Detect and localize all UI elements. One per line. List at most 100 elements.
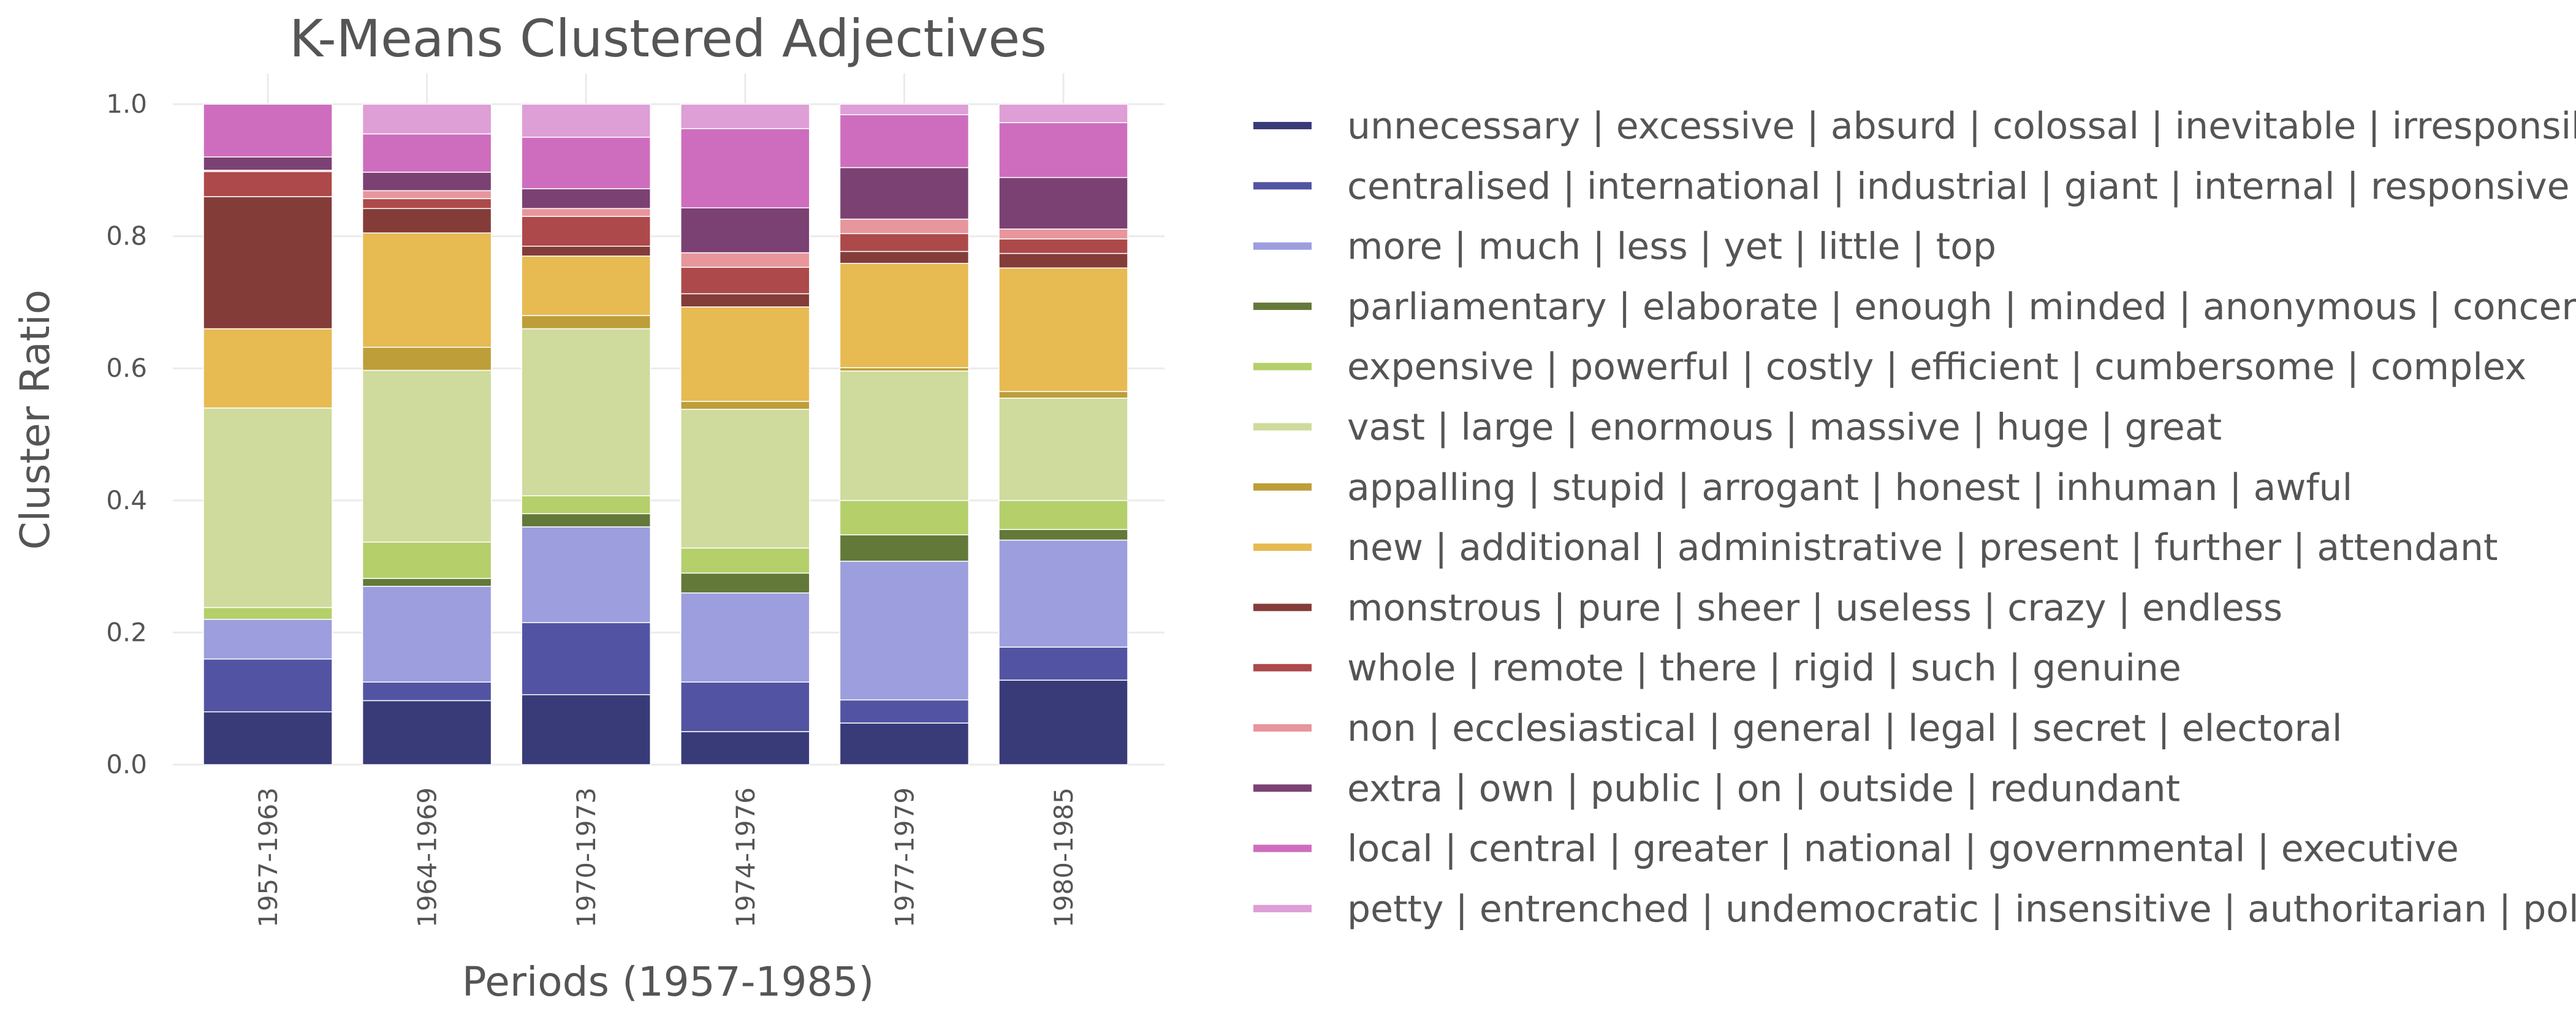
y-axis-label: Cluster Ratio	[12, 290, 59, 550]
bar-segment	[998, 529, 1128, 541]
x-axis-label: Periods (1957-1985)	[462, 958, 874, 1005]
bar-segment	[998, 391, 1128, 399]
bar-segment	[521, 255, 651, 316]
bar-segment	[362, 208, 492, 233]
bar-segment	[521, 246, 651, 257]
bar-segment	[203, 196, 333, 330]
bar-segment	[362, 369, 492, 543]
bar-segment	[521, 513, 651, 528]
bar-segment	[998, 238, 1128, 254]
bar-segment	[362, 104, 492, 135]
bar-segment	[680, 409, 810, 549]
bar-segment	[521, 495, 651, 515]
legend-entry: appalling | stupid | arrogant | honest |…	[1347, 466, 2352, 509]
legend-entry: unnecessary | excessive | absurd | colos…	[1347, 105, 2576, 148]
bar-segment	[362, 578, 492, 587]
legend-entry: more | much | less | yet | little | top	[1347, 225, 1996, 268]
bar-segment	[521, 315, 651, 330]
bar-segment	[203, 619, 333, 660]
bar-segment	[680, 592, 810, 683]
y-tick-label: 0.0	[106, 749, 147, 779]
bar-segment	[680, 547, 810, 574]
bar-segment	[362, 133, 492, 173]
bar-segment	[203, 658, 333, 713]
x-axis-ticks: 1957-1963 1964-1969 1970-1973 1974-1976 1977…	[253, 787, 1079, 928]
y-tick-label: 0.8	[106, 221, 147, 251]
bar-segment	[521, 188, 651, 210]
bar-segment	[521, 328, 651, 497]
bar-segment	[521, 526, 651, 623]
legend-entry: whole | remote | there | rigid | such | …	[1347, 647, 2181, 690]
bar-segment	[203, 407, 333, 608]
bar-segment	[998, 122, 1128, 178]
y-axis-ticks: 0.0 0.2 0.4 0.6 0.8 1.0	[106, 89, 147, 779]
bar-segment	[998, 397, 1128, 501]
bar-segment	[839, 263, 970, 368]
bar-segment	[680, 572, 810, 594]
bar-segment	[362, 190, 492, 199]
bar-segment	[362, 681, 492, 702]
legend-entry: local | central | greater | national | g…	[1347, 828, 2459, 871]
bar-segment	[839, 104, 970, 115]
bar-segment	[203, 328, 333, 409]
bar-segment	[680, 267, 810, 295]
legend-entry: centralised | international | industrial…	[1347, 165, 2570, 208]
bar-segment	[839, 722, 970, 765]
x-tick-label: 1980-1985	[1049, 787, 1079, 928]
bar-segment	[362, 346, 492, 371]
bar-segment	[680, 681, 810, 732]
legend-entry: monstrous | pure | sheer | useless | cra…	[1347, 586, 2282, 629]
x-tick-label: 1977-1979	[889, 787, 919, 928]
legend-entry: extra | own | public | on | outside | re…	[1347, 767, 2180, 810]
bar-segment	[203, 171, 333, 197]
bar-segment	[521, 622, 651, 695]
x-tick-label: 1964-1969	[412, 787, 443, 928]
y-tick-label: 0.6	[106, 353, 147, 383]
bar-segment	[680, 128, 810, 208]
bar-segment	[362, 232, 492, 348]
bar-segment	[362, 198, 492, 210]
bar-segment	[998, 500, 1128, 530]
legend-entry: vast | large | enormous | massive | huge…	[1347, 406, 2222, 449]
bar-segment	[998, 267, 1128, 392]
legend-entry: expensive | powerful | costly | efficien…	[1347, 346, 2526, 388]
chart-title: K-Means Clustered Adjectives	[289, 9, 1047, 69]
x-tick-label: 1957-1963	[253, 787, 283, 928]
bar-segment	[839, 500, 970, 536]
bar-segment	[839, 561, 970, 701]
legend-entry: non | ecclesiastical | general | legal |…	[1347, 707, 2342, 750]
bars	[203, 104, 1128, 765]
bar-segment	[203, 104, 333, 157]
bar-segment	[998, 228, 1128, 240]
bar-segment	[680, 252, 810, 268]
bar-segment	[839, 251, 970, 264]
bar-segment	[362, 586, 492, 683]
x-tick-label: 1970-1973	[571, 787, 601, 928]
legend: unnecessary | excessive | absurd | colos…	[1253, 105, 2576, 931]
bar-segment	[839, 167, 970, 220]
y-tick-label: 1.0	[106, 89, 147, 119]
bar-segment	[521, 694, 651, 765]
bar-segment	[680, 104, 810, 129]
bar-segment	[203, 607, 333, 620]
legend-entry: new | additional | administrative | pres…	[1347, 526, 2498, 569]
bar-segment	[203, 711, 333, 765]
bar-segment	[839, 218, 970, 235]
bar-segment	[839, 534, 970, 562]
bar-segment	[839, 370, 970, 501]
bar-segment	[680, 306, 810, 402]
bar-segment	[521, 216, 651, 247]
bar-segment	[998, 679, 1128, 765]
bar-segment	[680, 207, 810, 254]
bar-segment	[998, 176, 1128, 230]
y-tick-label: 0.4	[106, 485, 147, 515]
bar-segment	[839, 367, 970, 372]
bar-segment	[521, 104, 651, 138]
bar-segment	[998, 252, 1128, 269]
bar-segment	[680, 731, 810, 765]
bar-segment	[839, 233, 970, 252]
bar-segment	[680, 401, 810, 410]
bar-segment	[521, 208, 651, 218]
bar-segment	[521, 137, 651, 189]
